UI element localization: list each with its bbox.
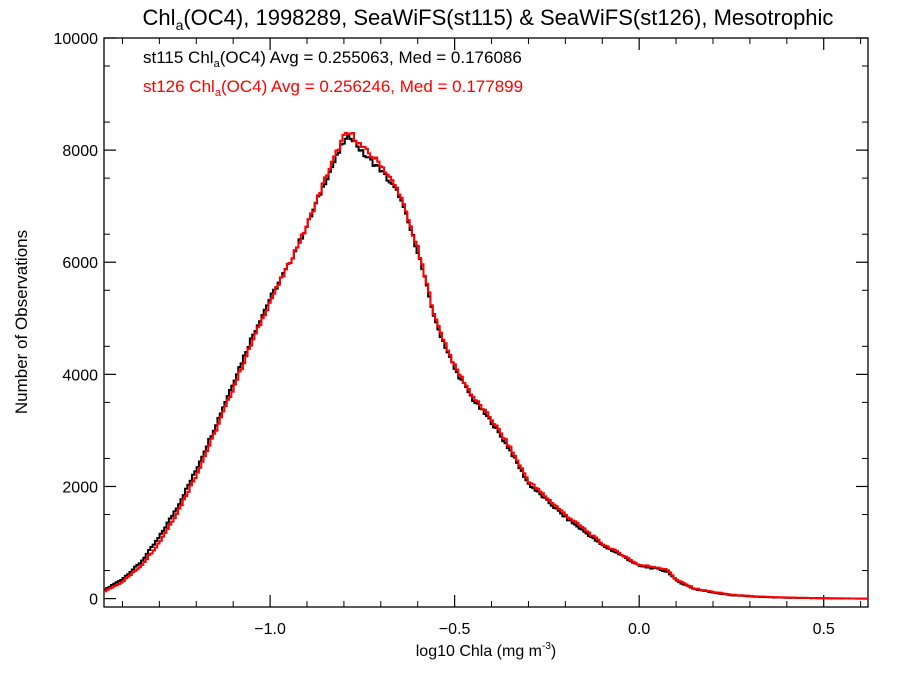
y-tick-label-5: 10000 xyxy=(54,31,99,48)
y-tick-label-1: 2000 xyxy=(62,479,98,496)
annotation-st115: st115 Chla(OC4) Avg = 0.255063, Med = 0.… xyxy=(143,48,522,70)
chart-title-main: Chl xyxy=(143,5,176,30)
y-tick-label-2: 4000 xyxy=(62,367,98,384)
series-layer xyxy=(104,131,868,600)
y-tick-label-4: 8000 xyxy=(62,143,98,160)
y-axis-label: Number of Observations xyxy=(12,230,31,414)
annotation-st126: st126 Chla(OC4) Avg = 0.256246, Med = 0.… xyxy=(143,77,523,99)
annotation-st126-subscript: a xyxy=(215,87,222,99)
plot-frame xyxy=(103,37,869,608)
chart-title-rest: (OC4), 1998289, SeaWiFS(st115) & SeaWiFS… xyxy=(183,5,833,30)
annotation-st115-prefix: st115 Chl xyxy=(143,48,214,67)
x-tick-label-0: −1.0 xyxy=(254,621,286,638)
series-line-st115 xyxy=(104,134,868,600)
annotation-st126-prefix: st126 Chl xyxy=(143,77,215,96)
x-axis-label-superscript: -3 xyxy=(542,641,551,652)
annotation-st115-suffix: (OC4) Avg = 0.255063, Med = 0.176086 xyxy=(220,48,522,67)
chart-title: Chla(OC4), 1998289, SeaWiFS(st115) & Sea… xyxy=(143,5,834,33)
x-tick-label-2: 0.0 xyxy=(628,621,650,638)
x-tick-label-3: 0.5 xyxy=(813,621,835,638)
x-axis-label-main: log10 Chla (mg m xyxy=(416,643,542,660)
y-tick-label-0: 0 xyxy=(89,592,98,609)
series-line-st126 xyxy=(104,131,868,600)
x-axis: −1.0 −0.5 0.0 0.5 xyxy=(121,38,862,638)
x-axis-label-close: ) xyxy=(551,643,556,660)
x-tick-label-1: −0.5 xyxy=(439,621,471,638)
y-tick-label-3: 6000 xyxy=(62,255,98,272)
chart-title-subscript: a xyxy=(176,17,184,33)
annotation-st126-suffix: (OC4) Avg = 0.256246, Med = 0.177899 xyxy=(221,77,523,96)
annotation-st115-subscript: a xyxy=(214,58,221,70)
x-axis-label: log10 Chla (mg m-3) xyxy=(416,641,557,660)
y-axis: 0 2000 4000 6000 8000 10000 xyxy=(54,31,868,609)
